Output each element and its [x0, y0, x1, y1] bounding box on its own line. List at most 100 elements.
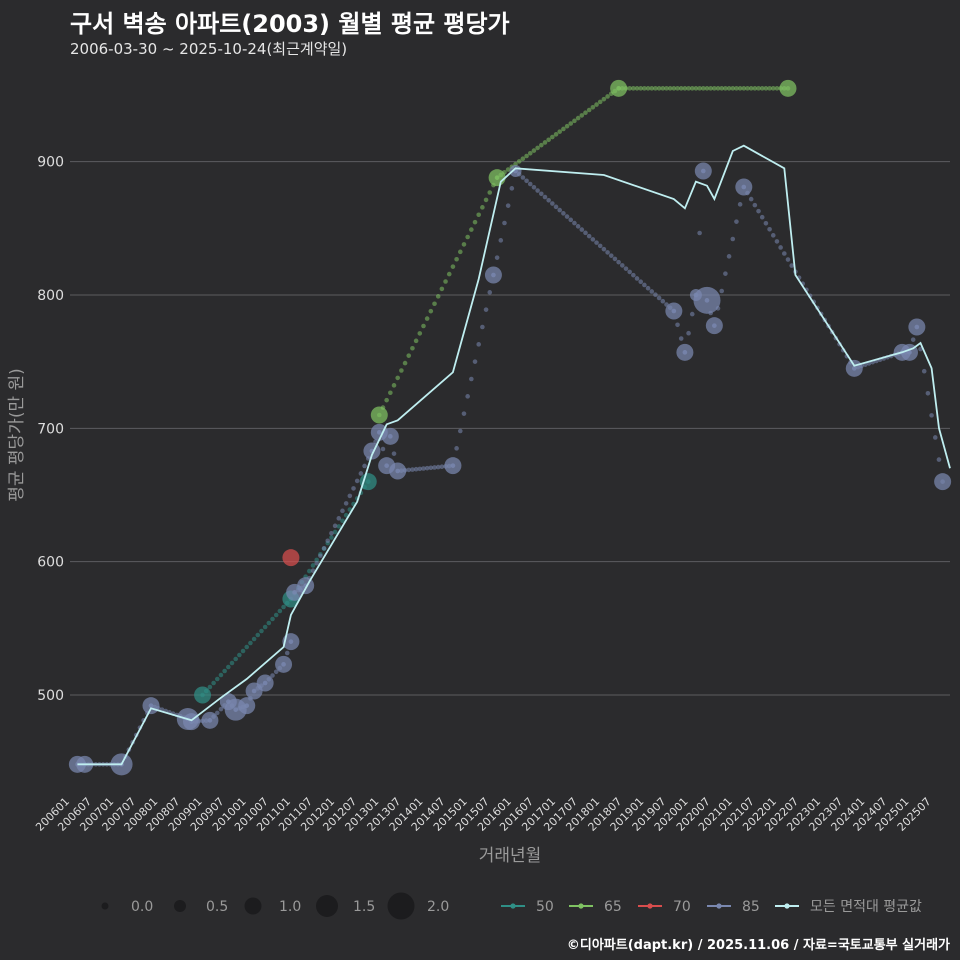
x-axis-title: 거래년월 — [479, 846, 542, 866]
series-85-trail-dot — [767, 227, 772, 232]
series-65-trail-dot — [579, 113, 585, 118]
series-50-trail-dot — [244, 644, 250, 650]
series-65-trail-dot — [384, 397, 389, 403]
series-85-trail-dot — [362, 463, 367, 469]
series-65-trail-dot — [734, 86, 739, 91]
series-50-point — [194, 686, 212, 704]
series-85-point — [934, 473, 952, 491]
series-65-trail-dot — [454, 256, 459, 262]
series-85-trail-dot — [748, 196, 754, 202]
series-65-trail-dot — [708, 86, 713, 91]
series-85-trail-dot — [336, 516, 342, 521]
series-85-point — [201, 711, 219, 729]
series-85-trail-dot — [782, 251, 787, 256]
series-85-trail-dot — [620, 263, 625, 268]
series-85-trail-dot — [553, 204, 559, 210]
series-65-trail-dot — [597, 99, 603, 105]
series-65-trail-dot — [395, 375, 400, 381]
series-50-trail-dot — [314, 557, 319, 563]
series-65-trail-dot — [524, 153, 529, 159]
series-50-trail-dot — [273, 612, 279, 618]
series-65-trail-dot — [465, 234, 470, 240]
series-50-trail-dot — [237, 652, 242, 658]
series-85-trail-dot — [675, 322, 680, 328]
series-85-trail-dot — [329, 530, 334, 536]
series-85-trail-dot — [487, 290, 493, 295]
y-tick-label: 900 — [37, 155, 64, 171]
series-65-trail-dot — [487, 190, 493, 195]
series-85-point — [381, 427, 399, 445]
series-85-trail-dot — [557, 207, 563, 213]
series-65-trail-dot — [432, 301, 437, 307]
series-85-trail-dot — [929, 413, 934, 418]
color-legend-key — [647, 903, 653, 909]
y-tick-label: 700 — [37, 421, 64, 437]
series-65-trail-dot — [531, 148, 537, 153]
size-legend-label: 2.0 — [427, 899, 449, 915]
series-65-trail-dot — [439, 286, 445, 292]
series-85-trail-dot — [759, 214, 765, 220]
series-85-trail-dot — [575, 224, 581, 229]
series-85-trail-dot — [653, 292, 658, 298]
series-85-trail-dot — [524, 178, 529, 184]
series-65-trail-dot — [417, 331, 423, 336]
series-85-trail-dot — [410, 467, 415, 472]
series-85-trail-dot — [535, 188, 540, 193]
series-85-trail-dot — [432, 465, 437, 470]
series-85-trail-dot — [785, 257, 791, 262]
series-65-trail-dot — [557, 129, 563, 134]
series-85-trail-dot — [527, 181, 533, 187]
color-legend-key — [578, 903, 584, 909]
series-65-trail-dot — [476, 212, 482, 218]
series-85-trail-dot — [678, 336, 684, 341]
series-85-trail-dot — [645, 285, 651, 291]
series-85-trail-dot — [789, 263, 794, 268]
series-65-trail-dot — [421, 323, 426, 329]
series-65-trail-dot — [682, 86, 688, 91]
series-85-trail-dot — [465, 394, 470, 399]
series-85-trail-dot — [932, 435, 938, 440]
series-65-trail-dot — [645, 86, 651, 91]
series-50-trail-dot — [329, 535, 334, 540]
series-65-trail-dot — [774, 86, 780, 91]
series-85-trail-dot — [597, 243, 603, 249]
series-85-point — [705, 317, 723, 335]
series-65-trail-dot — [402, 360, 408, 366]
series-85-trail-dot — [572, 220, 577, 226]
series-85-trail-dot — [498, 238, 504, 243]
series-65-trail-dot — [678, 86, 684, 91]
series-65-trail-dot — [649, 86, 655, 91]
series-65-trail-dot — [642, 86, 647, 91]
average-line — [77, 144, 951, 766]
series-65-trail-dot — [550, 134, 555, 140]
size-legend-key — [101, 902, 109, 910]
series-85-trail-dot — [752, 202, 758, 208]
series-85-point — [908, 318, 926, 336]
series-85-point — [693, 286, 721, 314]
series-65-trail-dot — [406, 353, 412, 358]
series-65-trail-dot — [472, 219, 478, 225]
series-85-trail-dot — [413, 466, 419, 472]
series-85-trail-dot — [314, 560, 319, 566]
size-legend-label: 1.5 — [353, 899, 375, 915]
series-85-trail-dot — [586, 233, 592, 239]
series-85-trail-dot — [726, 254, 732, 259]
series-50-trail-dot — [307, 568, 312, 574]
series-85-trail-dot — [483, 307, 489, 312]
series-85-trail-dot — [612, 256, 618, 262]
series-85-trail-dot — [774, 239, 780, 244]
series-85-trail-dot — [723, 271, 728, 276]
series-85-trail-dot — [318, 553, 323, 559]
series-65-trail-dot — [631, 86, 636, 91]
series-85-trail-dot — [380, 446, 386, 452]
series-85-trail-dot — [273, 669, 279, 675]
series-65-trail-dot — [583, 110, 588, 115]
series-85-trail-dot — [270, 673, 275, 678]
size-legend-key — [316, 895, 338, 917]
series-85-trail-dot — [623, 266, 629, 271]
series-85-trail-dot — [561, 211, 566, 216]
series-65-trail-dot — [568, 121, 574, 126]
series-65-trail-dot — [413, 338, 419, 344]
size-legend-key — [387, 892, 415, 920]
